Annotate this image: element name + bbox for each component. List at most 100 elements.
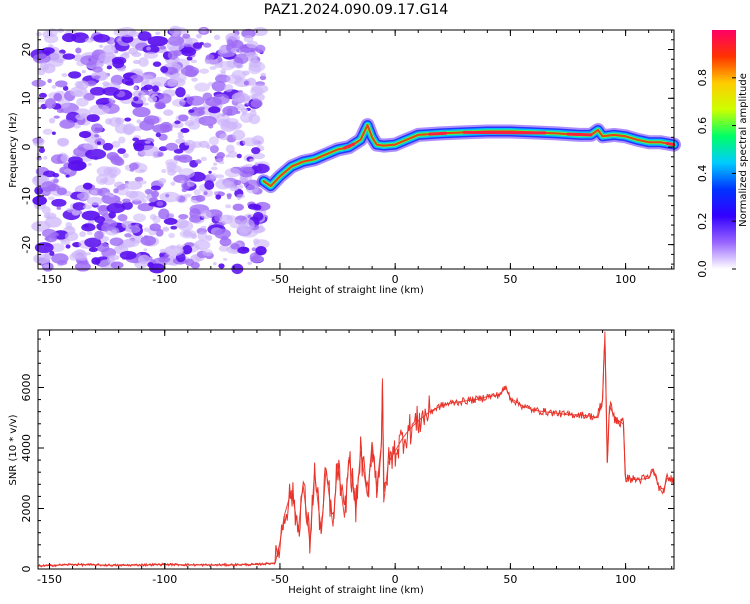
noise-blob: [133, 213, 146, 222]
noise-blob: [76, 98, 88, 107]
spectrogram-ylabel: Frequency (Hz): [8, 112, 19, 188]
noise-blob: [88, 163, 92, 166]
snr-ytick-label: 0: [20, 566, 33, 573]
noise-blob: [45, 50, 51, 56]
noise-blob: [238, 228, 248, 237]
colorbar-gradient: [712, 30, 736, 269]
noise-blob: [33, 139, 45, 145]
noise-blob: [168, 36, 184, 46]
noise-blob: [172, 33, 179, 37]
noise-blob: [143, 103, 149, 106]
noise-blob: [160, 122, 173, 133]
noise-blob: [219, 133, 228, 140]
noise-blob: [107, 255, 115, 263]
noise-blob: [194, 240, 210, 251]
snr-ytick-label: 4000: [20, 434, 33, 462]
noise-blob: [191, 78, 198, 82]
noise-blob: [144, 74, 154, 81]
noise-blob: [102, 81, 109, 86]
noise-blob: [170, 226, 177, 230]
noise-blob: [143, 248, 147, 251]
spectrogram-xtick-label: -50: [271, 273, 289, 286]
noise-blob: [234, 180, 242, 185]
noise-blob: [184, 142, 190, 146]
noise-blob: [118, 136, 125, 143]
noise-blob: [180, 180, 184, 184]
noise-blob: [170, 182, 175, 186]
noise-blob: [134, 143, 145, 151]
noise-blob: [145, 140, 151, 143]
noise-blob: [199, 68, 209, 73]
noise-blob: [49, 118, 55, 124]
noise-blob: [117, 148, 126, 154]
noise-blob: [79, 231, 86, 237]
noise-blob: [232, 130, 245, 141]
noise-blob: [39, 147, 45, 153]
noise-blob: [196, 195, 206, 202]
noise-blob: [214, 229, 230, 239]
noise-blob: [189, 115, 199, 122]
noise-blob: [73, 90, 83, 96]
ridge-core-segment: [430, 133, 446, 134]
noise-blob: [99, 45, 103, 48]
noise-blob: [133, 86, 137, 90]
noise-blob: [68, 71, 81, 78]
noise-blob: [48, 44, 53, 48]
noise-blob: [145, 189, 153, 195]
noise-blob: [167, 80, 177, 87]
noise-blob: [216, 152, 225, 159]
noise-blob: [138, 255, 150, 265]
noise-blob: [43, 156, 47, 160]
noise-blob: [244, 35, 254, 42]
noise-blob: [141, 236, 157, 246]
colorbar-tick-label: 0.8: [696, 69, 709, 87]
noise-blob: [232, 123, 238, 128]
ridge-core-segment: [568, 134, 591, 135]
noise-blob: [89, 104, 109, 115]
noise-blob: [57, 29, 64, 33]
noise-blob: [260, 73, 266, 77]
noise-blob: [225, 204, 231, 208]
noise-blob: [102, 87, 119, 96]
noise-blob: [158, 257, 170, 263]
noise-blob: [113, 188, 119, 193]
noise-blob: [209, 136, 219, 145]
spectrogram-xtick-label: 50: [503, 273, 517, 286]
noise-blob: [225, 168, 241, 177]
noise-blob: [178, 214, 188, 219]
snr-xtick-label: -50: [271, 573, 289, 586]
spectrogram-ridge: [264, 125, 674, 186]
noise-blob: [186, 96, 205, 106]
noise-blob: [221, 72, 226, 75]
noise-blob: [181, 47, 197, 56]
noise-blob: [230, 243, 239, 250]
noise-blob: [77, 193, 91, 200]
noise-blob: [45, 235, 57, 242]
noise-blob: [178, 115, 189, 122]
noise-blob: [150, 223, 161, 231]
noise-blob: [60, 154, 69, 162]
noise-blob: [66, 244, 71, 248]
noise-blob: [154, 101, 165, 109]
noise-blob: [85, 38, 94, 43]
noise-blob: [35, 183, 42, 188]
noise-blob: [215, 179, 231, 190]
noise-blob: [148, 96, 157, 103]
noise-blob: [205, 60, 209, 64]
noise-blob: [91, 123, 103, 133]
noise-blob: [227, 193, 232, 197]
noise-blob: [153, 61, 161, 67]
noise-blob: [208, 171, 211, 174]
noise-blob: [215, 63, 223, 68]
noise-blob: [107, 65, 112, 69]
noise-blob: [247, 262, 251, 265]
snr-series: [38, 332, 674, 567]
noise-blob: [109, 194, 114, 197]
noise-blob: [155, 32, 160, 35]
noise-blob: [109, 98, 115, 103]
noise-blob: [216, 174, 224, 178]
noise-blob: [208, 124, 213, 128]
noise-blob: [201, 226, 207, 229]
